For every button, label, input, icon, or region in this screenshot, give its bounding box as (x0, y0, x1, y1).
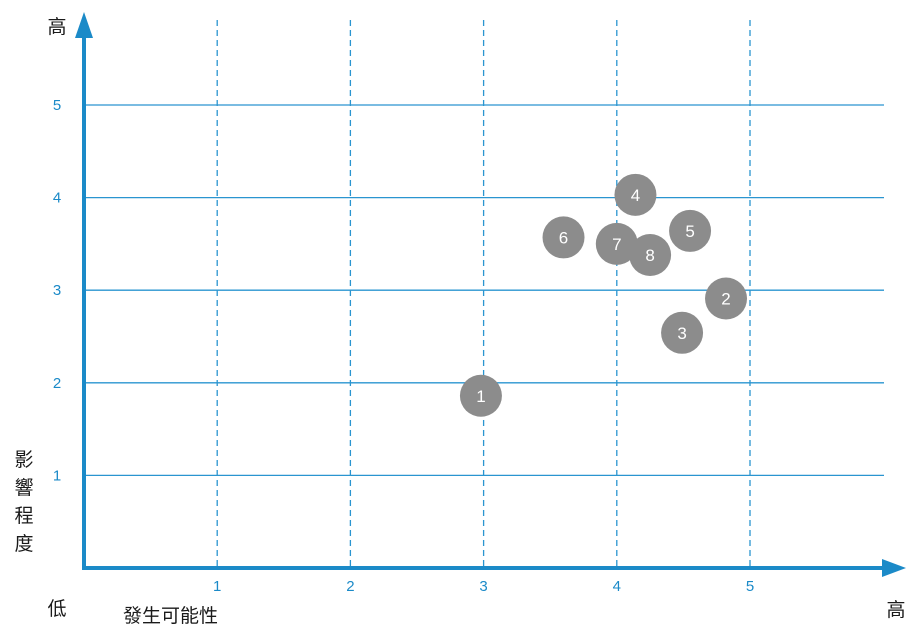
x-axis-label: 發生可能性 (123, 605, 218, 627)
data-point-3: 3 (661, 311, 704, 354)
data-point-marker-3 (661, 311, 704, 354)
y-tick-label-3: 3 (53, 282, 61, 299)
data-points: 1 2 3 4 5 6 7 8 (459, 173, 748, 417)
origin-low-label: 低 (47, 598, 66, 620)
data-point-label-1: 1 (476, 387, 485, 406)
data-point-marker-8 (629, 234, 672, 277)
data-point-label-8: 8 (645, 246, 654, 265)
data-point-label-4: 4 (631, 186, 640, 205)
data-point-label-2: 2 (721, 290, 730, 309)
data-point-marker-1 (459, 374, 502, 417)
y-axis-high-label: 高 (47, 16, 66, 38)
y-tick-label-4: 4 (53, 190, 61, 207)
x-tick-label-4: 4 (613, 578, 621, 595)
y-axis-label: 影響程度 (14, 449, 33, 555)
y-tick-label-5: 5 (53, 97, 61, 114)
data-point-1: 1 (459, 374, 502, 417)
y-tick-label-1: 1 (53, 467, 61, 484)
data-point-marker-2 (705, 277, 748, 320)
tick-labels: 1 2 3 4 5 1 2 3 4 5 (53, 97, 754, 595)
data-point-marker-7 (595, 222, 638, 265)
data-point-label-6: 6 (559, 228, 568, 247)
data-point-label-3: 3 (677, 324, 686, 343)
x-axis-high-label: 高 (886, 599, 905, 621)
grid-layer (84, 20, 884, 568)
data-point-5: 5 (669, 209, 712, 252)
data-point-4: 4 (614, 173, 657, 216)
data-point-label-5: 5 (685, 222, 694, 241)
data-point-8: 8 (629, 234, 672, 277)
data-point-marker-4 (614, 173, 657, 216)
data-point-6: 6 (542, 216, 585, 259)
data-point-marker-6 (542, 216, 585, 259)
x-tick-label-5: 5 (746, 578, 754, 595)
x-tick-label-3: 3 (479, 578, 487, 595)
y-tick-label-2: 2 (53, 375, 61, 392)
x-tick-label-2: 2 (346, 578, 354, 595)
data-point-marker-5 (669, 209, 712, 252)
axis-layer (75, 12, 906, 577)
x-axis-arrowhead (882, 559, 906, 577)
data-point-7: 7 (595, 222, 638, 265)
y-axis-arrowhead (75, 12, 93, 38)
data-point-2: 2 (705, 277, 748, 320)
data-point-label-7: 7 (612, 235, 621, 254)
x-tick-label-1: 1 (213, 578, 221, 595)
